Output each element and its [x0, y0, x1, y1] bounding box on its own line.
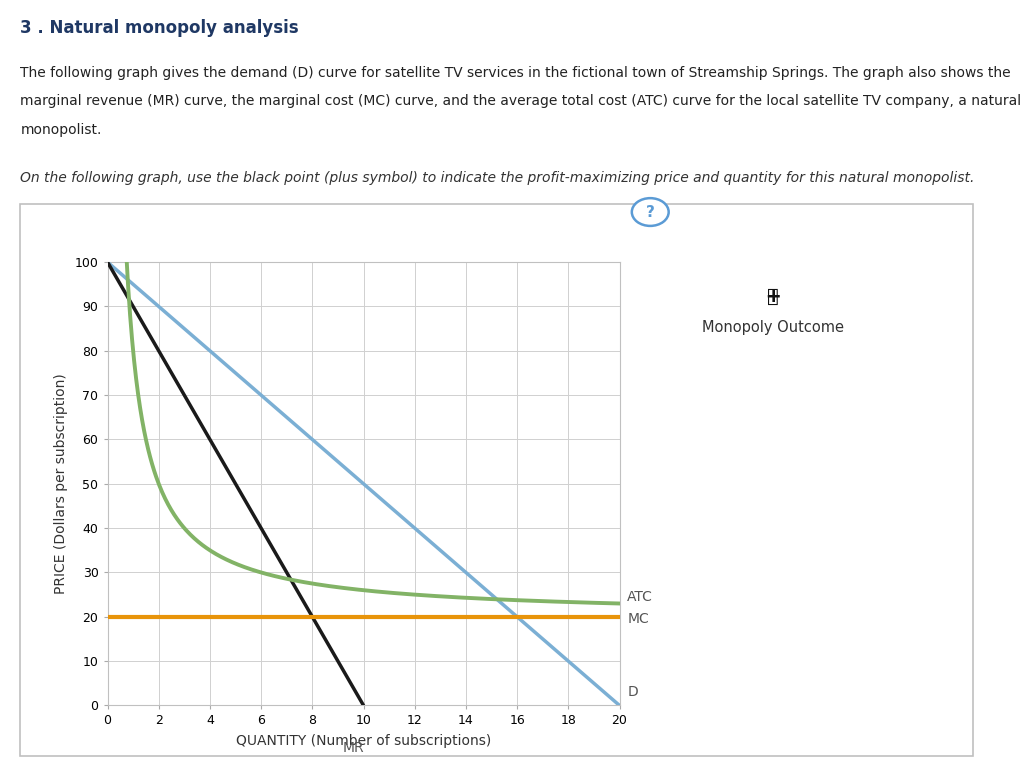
Text: The following graph gives the demand (D) curve for satellite TV services in the : The following graph gives the demand (D)…: [20, 66, 1011, 79]
Text: monopolist.: monopolist.: [20, 123, 101, 136]
Y-axis label: PRICE (Dollars per subscription): PRICE (Dollars per subscription): [53, 373, 68, 594]
Text: ➕: ➕: [767, 288, 779, 306]
Text: marginal revenue (MR) curve, the marginal cost (MC) curve, and the average total: marginal revenue (MR) curve, the margina…: [20, 94, 1022, 108]
Text: MC: MC: [627, 612, 649, 626]
Text: Monopoly Outcome: Monopoly Outcome: [702, 320, 844, 335]
Text: MR: MR: [343, 741, 365, 755]
Text: ATC: ATC: [627, 590, 653, 604]
X-axis label: QUANTITY (Number of subscriptions): QUANTITY (Number of subscriptions): [236, 735, 492, 749]
Text: On the following graph, use the black point (plus symbol) to indicate the profit: On the following graph, use the black po…: [20, 171, 975, 185]
Text: D: D: [627, 685, 638, 699]
Text: +: +: [766, 287, 780, 307]
Text: ?: ?: [646, 204, 654, 220]
Text: 3 . Natural monopoly analysis: 3 . Natural monopoly analysis: [20, 19, 299, 37]
